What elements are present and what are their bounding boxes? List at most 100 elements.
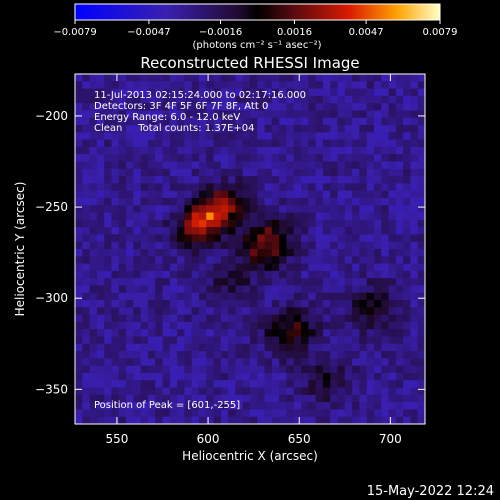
heatmap-cell	[206, 314, 215, 323]
heatmap-cell	[169, 168, 178, 177]
heatmap-cell	[235, 176, 244, 184]
heatmap-cell	[388, 241, 397, 250]
heatmap-cell	[82, 278, 91, 287]
heatmap-cell	[366, 300, 375, 308]
heatmap-cell	[177, 343, 185, 352]
heatmap-cell	[126, 132, 134, 141]
heatmap-cell	[228, 351, 237, 359]
heatmap-cell	[184, 372, 193, 381]
x-axis-label: Heliocentric X (arcsec)	[182, 449, 318, 463]
heatmap-cell	[213, 307, 222, 316]
heatmap-cell	[235, 139, 244, 148]
heatmap-cell	[235, 365, 244, 374]
heatmap-cell	[118, 110, 127, 119]
heatmap-cell	[169, 278, 178, 287]
heatmap-cell	[177, 110, 185, 119]
heatmap-cell	[177, 416, 185, 424]
heatmap-cell	[352, 387, 360, 396]
heatmap-cell	[373, 110, 382, 119]
heatmap-cell	[315, 117, 324, 126]
heatmap-cell	[410, 139, 419, 148]
heatmap-cell	[89, 176, 98, 184]
heatmap-cell	[162, 81, 171, 90]
heatmap-cell	[417, 227, 425, 236]
heatmap-cell	[301, 314, 309, 323]
heatmap-cell	[301, 197, 309, 206]
heatmap-cell	[330, 270, 339, 279]
heatmap-cell	[322, 387, 331, 396]
heatmap-cell	[228, 103, 237, 112]
heatmap-cell	[206, 146, 215, 155]
heatmap-cell	[410, 372, 419, 381]
heatmap-cell	[133, 380, 142, 389]
heatmap-cell	[344, 139, 353, 148]
heatmap-cell	[359, 372, 368, 381]
heatmap-cell	[228, 227, 237, 236]
heatmap-cell	[286, 139, 295, 148]
heatmap-cell	[206, 219, 215, 228]
heatmap-cell	[330, 307, 339, 316]
heatmap-cell	[82, 314, 91, 323]
heatmap-cell	[279, 81, 288, 90]
heatmap-cell	[403, 329, 412, 338]
heatmap-cell	[169, 402, 178, 411]
heatmap-cell	[89, 117, 98, 126]
heatmap-cell	[126, 154, 134, 163]
heatmap-cell	[271, 365, 280, 374]
heatmap-cell	[279, 263, 288, 272]
heatmap-cell	[235, 234, 244, 243]
heatmap-cell	[155, 117, 164, 126]
heatmap-cell	[301, 372, 309, 381]
heatmap-cell	[410, 212, 419, 221]
heatmap-cell	[417, 234, 425, 243]
heatmap-cell	[373, 161, 382, 170]
y-tick-label: −350	[35, 382, 68, 396]
heatmap-cell	[322, 380, 331, 389]
heatmap-cell	[198, 249, 207, 257]
heatmap-cell	[162, 358, 171, 367]
heatmap-cell	[220, 74, 229, 82]
heatmap-cell	[271, 110, 280, 119]
heatmap-cell	[271, 351, 280, 359]
heatmap-cell	[213, 183, 222, 192]
heatmap-cell	[286, 219, 295, 228]
heatmap-cell	[206, 300, 215, 308]
heatmap-cell	[213, 139, 222, 148]
heatmap-cell	[388, 409, 397, 418]
heatmap-cell	[147, 110, 156, 119]
heatmap-cell	[82, 300, 91, 308]
heatmap-cell	[373, 300, 382, 308]
heatmap-cell	[301, 117, 309, 126]
heatmap-cell	[352, 365, 360, 374]
heatmap-cell	[308, 139, 317, 148]
heatmap-cell	[82, 343, 91, 352]
heatmap-cell	[293, 278, 302, 287]
heatmap-cell	[352, 416, 360, 424]
heatmap-cell	[403, 219, 412, 228]
heatmap-cell	[228, 285, 237, 294]
heatmap-cell	[220, 241, 229, 250]
heatmap-cell	[395, 168, 404, 177]
heatmap-cell	[271, 307, 280, 316]
heatmap-cell	[213, 292, 222, 301]
heatmap-cell	[279, 154, 288, 163]
heatmap-cell	[177, 132, 185, 141]
heatmap-cell	[147, 270, 156, 279]
heatmap-cell	[147, 351, 156, 359]
heatmap-cell	[315, 219, 324, 228]
heatmap-cell	[75, 270, 83, 279]
heatmap-cell	[395, 278, 404, 287]
heatmap-cell	[395, 314, 404, 323]
heatmap-cell	[308, 358, 317, 367]
heatmap-cell	[250, 88, 258, 97]
heatmap-cell	[410, 168, 419, 177]
heatmap-cell	[228, 81, 237, 90]
heatmap-cell	[322, 241, 331, 250]
heatmap-cell	[279, 372, 288, 381]
heatmap-cell	[250, 263, 258, 272]
heatmap-cell	[184, 132, 193, 141]
heatmap-cell	[359, 285, 368, 294]
heatmap-cell	[403, 380, 412, 389]
heatmap-cell	[162, 314, 171, 323]
heatmap-cell	[286, 234, 295, 243]
